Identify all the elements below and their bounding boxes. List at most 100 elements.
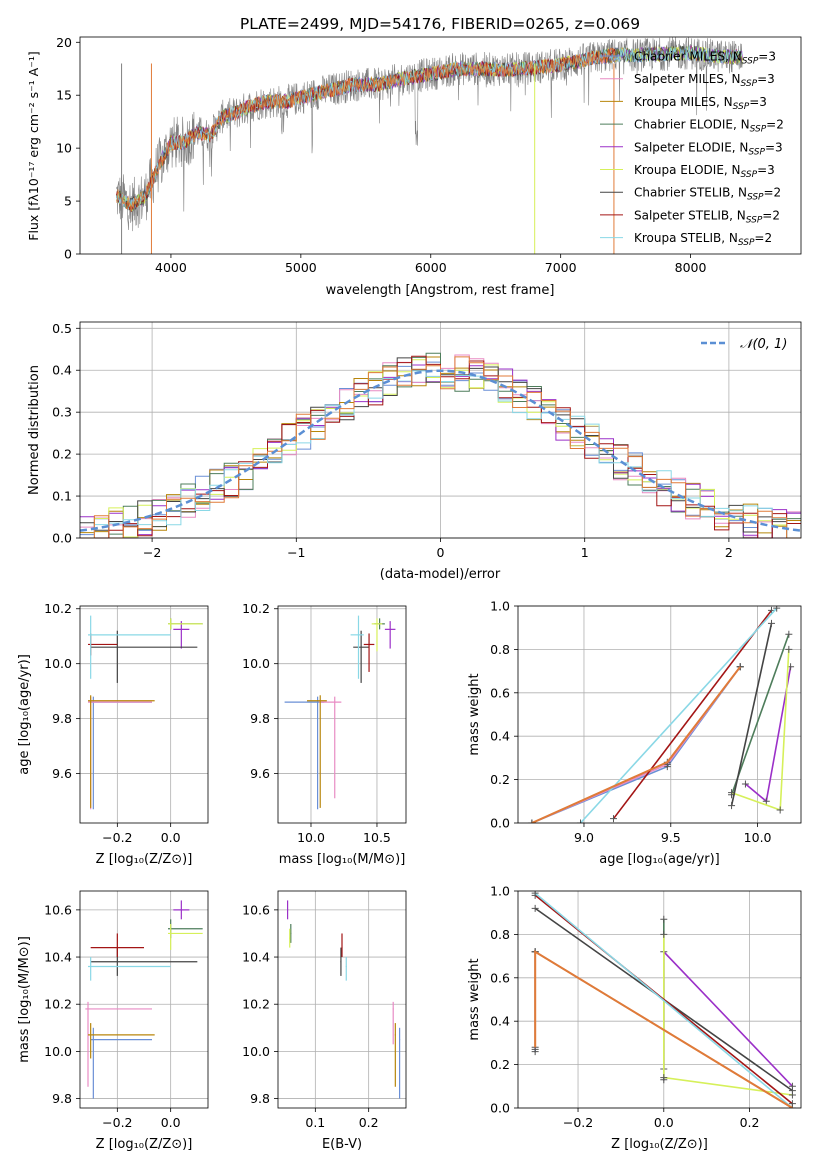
- x-tick-label: 0.1: [305, 1115, 325, 1130]
- legend-label-chabrier-stelib: Chabrier STELIB, NSSP=2: [634, 186, 781, 203]
- y-tick-label: 10.4: [44, 950, 72, 965]
- x-tick-label: 10.5: [363, 830, 391, 845]
- residuals-y-tick-label: 0.0: [52, 531, 72, 546]
- point-marker: [660, 915, 668, 923]
- figure-title: PLATE=2499, MJD=54176, FIBERID=0265, z=0…: [240, 15, 640, 33]
- y-tick-label: 9.8: [250, 1091, 270, 1106]
- series-salpeter-elodie: [663, 949, 793, 1087]
- age-vs-mass-panel: 10.0 10.5 9.6 9.8 10.0 10.2 mass [log₁₀(M/M⊙)]: [242, 601, 407, 867]
- x-tick-label: 0.2: [740, 1115, 760, 1130]
- x-tick-label: −0.2: [563, 1115, 593, 1130]
- point-marker: [736, 663, 744, 671]
- y-tick-label: 0.6: [490, 970, 510, 985]
- y-tick-label: 10.0: [242, 1044, 270, 1059]
- age-vs-Z-panel: −0.2 0.0 9.6 9.8 10.0 10.2 Z [log₁₀(Z/Z⊙)] age …: [17, 601, 209, 867]
- point-marker: [788, 1087, 796, 1095]
- y-tick-label: 10.0: [44, 656, 72, 671]
- y-tick-label: 9.6: [52, 766, 72, 781]
- x-tick-label: 9.0: [574, 830, 594, 845]
- residuals-x-tick-label: −2: [143, 545, 161, 560]
- series-salpeter-miles: [531, 666, 741, 823]
- x-axis-label: Z [log₁₀(Z/Z⊙)]: [96, 852, 193, 867]
- residuals-x-tick-label: 0: [437, 545, 445, 560]
- point-marker: [728, 802, 736, 810]
- residuals-y-tick-label: 0.4: [52, 363, 72, 378]
- point-marker: [776, 806, 784, 814]
- legend-label-chabrier-elodie: Chabrier ELODIE, NSSP=2: [634, 118, 784, 135]
- axes-frame: [517, 890, 802, 1109]
- massweight-vs-Z-panel: −0.2 0.0 0.2 0.0 0.2 0.4 0.6 0.8 1.0 Z [log₁₀(Z/Z…: [467, 884, 802, 1152]
- x-axis-label: age [log₁₀(age/yr)]: [599, 852, 720, 867]
- legend-label-salpeter-stelib: Salpeter STELIB, NSSP=2: [634, 208, 780, 225]
- y-tick-label: 0.6: [490, 685, 510, 700]
- residuals-y-tick-label: 0.1: [52, 489, 72, 504]
- y-axis-label: age [log₁₀(age/yr)]: [17, 654, 32, 775]
- y-tick-label: 0.2: [490, 1057, 510, 1072]
- series-salpeter-stelib: [612, 609, 773, 820]
- series-overlay: [531, 666, 741, 823]
- point-marker: [788, 1104, 796, 1108]
- y-tick-label: 1.0: [490, 599, 510, 614]
- legend-label-salpeter-elodie: Salpeter ELODIE, NSSP=3: [634, 140, 783, 157]
- residuals-y-label: Normed distribution: [27, 365, 42, 495]
- spectrum-x-label: wavelength [Angstrom, rest frame]: [326, 283, 555, 298]
- point-marker: [767, 619, 775, 627]
- residuals-y-tick-label: 0.2: [52, 447, 72, 462]
- spectrum-x-tick-label: 6000: [415, 260, 447, 275]
- spectrum-axes-frame: [79, 36, 802, 255]
- axes-frame: [79, 605, 209, 824]
- residual-histogram: [80, 356, 801, 539]
- x-axis-label: Z [log₁₀(Z/Z⊙)]: [611, 1137, 708, 1152]
- spectrum-panel: 4000 5000 6000 7000 8000 0 5 10 15 20 wavelength …: [26, 35, 802, 298]
- point-marker: [531, 891, 539, 897]
- y-tick-label: 10.2: [242, 601, 270, 616]
- y-axis-label: mass weight: [467, 958, 482, 1040]
- point-marker: [785, 630, 793, 638]
- x-axis-label: E(B-V): [322, 1137, 362, 1152]
- y-tick-label: 0.0: [490, 1101, 510, 1116]
- residuals-x-tick-label: 1: [581, 545, 589, 560]
- y-tick-label: 10.0: [44, 1044, 72, 1059]
- y-axis-label: mass [log₁₀(M/M⊙)]: [17, 936, 32, 1063]
- spectrum-y-tick-label: 0: [64, 247, 72, 262]
- mass-vs-ebv-panel: 0.1 0.2 9.8 10.0 10.2 10.4 10.6 E(B-V): [242, 890, 407, 1152]
- spectrum-legend: Chabrier MILES, NSSP=3 Salpeter MILES, NS…: [600, 50, 784, 248]
- model-spectrum: [116, 47, 616, 211]
- axes-frame: [517, 605, 802, 824]
- axes-frame: [277, 605, 407, 824]
- point-marker: [528, 819, 536, 823]
- point-marker: [785, 645, 793, 653]
- spectrum-y-label: Flux [fλ10⁻¹⁷ erg cm⁻² s⁻¹ A⁻¹]: [26, 51, 41, 240]
- spectrum-x-tick-label: 7000: [545, 260, 577, 275]
- y-tick-label: 0.2: [490, 772, 510, 787]
- x-tick-label: 0.0: [161, 1115, 181, 1130]
- y-tick-label: 9.8: [250, 711, 270, 726]
- y-tick-label: 0.0: [490, 816, 510, 831]
- y-tick-label: 10.0: [242, 656, 270, 671]
- residuals-y-tick-label: 0.3: [52, 405, 72, 420]
- point-marker: [609, 815, 617, 823]
- y-tick-label: 9.8: [52, 1091, 72, 1106]
- series-kroupa-stelib: [579, 607, 778, 823]
- point-marker: [531, 904, 539, 912]
- legend-label-kroupa-stelib: Kroupa STELIB, NSSP=2: [634, 231, 772, 248]
- x-tick-label: 0.2: [359, 1115, 379, 1130]
- x-tick-label: −0.2: [102, 1115, 132, 1130]
- y-tick-label: 10.2: [242, 997, 270, 1012]
- legend-label-kroupa-elodie: Kroupa ELODIE, NSSP=3: [634, 163, 775, 180]
- spectrum-y-label-text: Flux [fλ10⁻¹⁷ erg cm⁻² s⁻¹ A⁻¹]: [26, 51, 41, 240]
- residuals-y-tick-label: 0.5: [52, 321, 72, 336]
- spectrum-x-tick-label: 5000: [285, 260, 317, 275]
- x-tick-label: 0.0: [161, 830, 181, 845]
- legend-label-chabrier-miles: Chabrier MILES, NSSP=3: [634, 50, 776, 67]
- residuals-x-label: (data-model)/error: [380, 567, 501, 582]
- series-kroupa-stelib: [534, 892, 793, 1108]
- y-tick-label: 0.8: [490, 642, 510, 657]
- y-tick-label: 9.8: [52, 711, 72, 726]
- axes-frame: [79, 890, 209, 1109]
- y-tick-label: 0.4: [490, 729, 510, 744]
- mass-vs-Z-panel: −0.2 0.0 9.8 10.0 10.2 10.4 10.6 Z [log₁₀(Z/Z⊙)…: [17, 890, 209, 1152]
- spectrum-y-tick-label: 5: [64, 194, 72, 209]
- x-tick-label: −0.2: [102, 830, 132, 845]
